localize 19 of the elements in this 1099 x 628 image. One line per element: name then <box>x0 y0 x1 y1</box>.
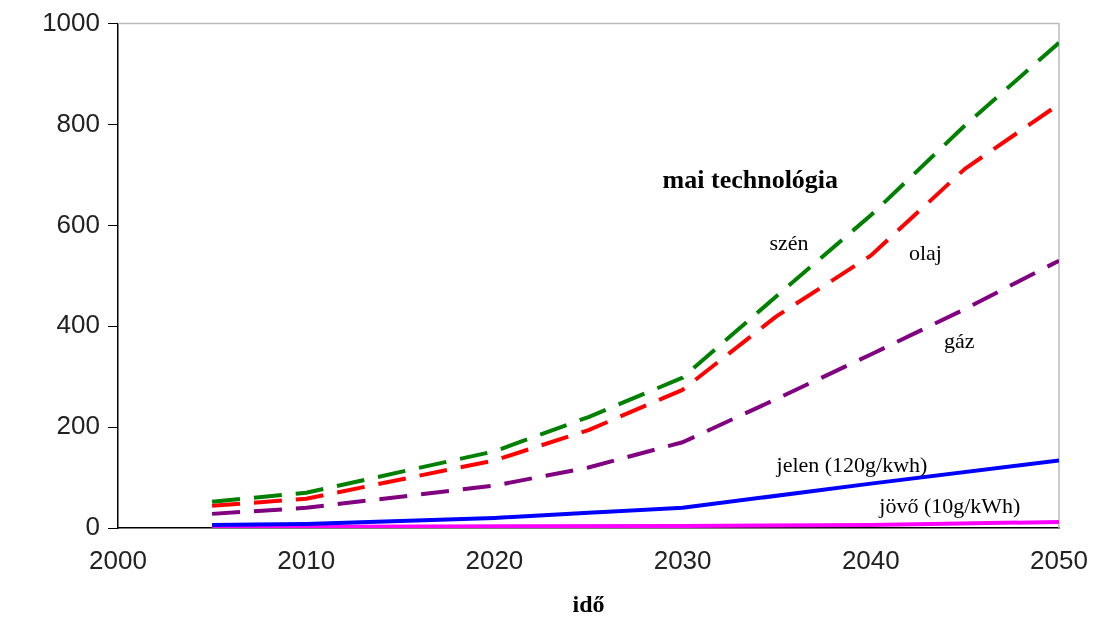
x-tick-label: 2040 <box>841 544 900 575</box>
series-label: jelen (120g/kwh) <box>775 452 928 478</box>
x-tick-label: 2000 <box>89 544 147 575</box>
x-tick-label: 2030 <box>653 544 712 575</box>
y-tick-label: 600 <box>56 208 100 239</box>
y-tick-label: 800 <box>56 107 100 138</box>
x-tick-label: 2050 <box>1030 544 1088 575</box>
x-tick-label: 2010 <box>277 544 336 575</box>
series-label: jövő (10g/kWh) <box>878 492 1021 518</box>
y-tick-label: 1000 <box>42 6 100 37</box>
y-tick-label: 0 <box>85 511 100 542</box>
series-label: olaj <box>908 240 942 266</box>
annotation: mai technológia <box>662 164 839 194</box>
y-tick-label: 200 <box>56 410 100 441</box>
series-label: gáz <box>943 328 975 354</box>
x-tick-label: 2020 <box>465 544 524 575</box>
y-tick-label: 400 <box>56 309 100 340</box>
series-label: szén <box>769 230 809 256</box>
x-axis-title: idő <box>572 590 605 617</box>
